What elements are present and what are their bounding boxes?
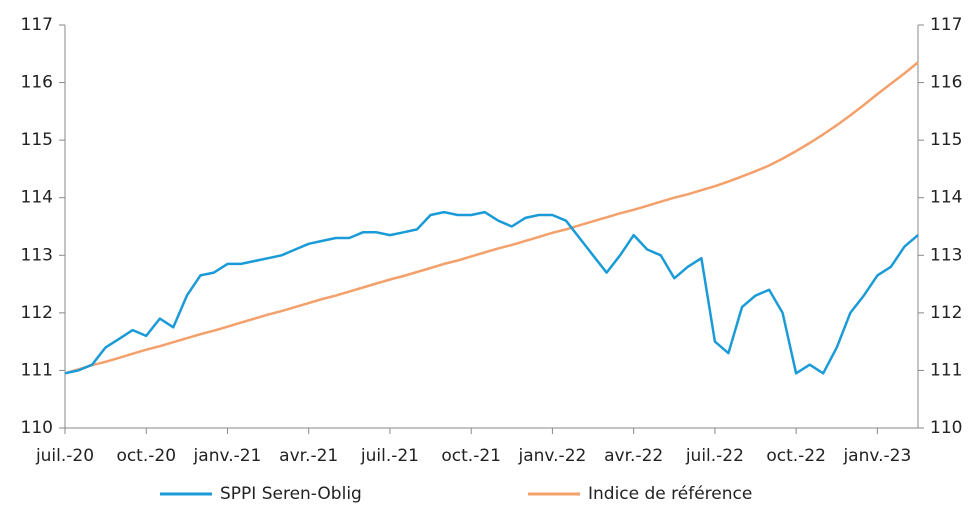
legend-label: SPPI Seren-Oblig bbox=[220, 484, 362, 504]
x-tick-label: oct.-22 bbox=[766, 446, 826, 466]
y2-tick-label: 116 bbox=[930, 73, 962, 93]
x-tick-label: janv.-22 bbox=[518, 446, 587, 466]
y2-tick-label: 112 bbox=[930, 303, 962, 323]
x-tick-label: oct.-21 bbox=[441, 446, 501, 466]
x-tick-label: avr.-22 bbox=[604, 446, 663, 466]
y-tick-label: 117 bbox=[21, 15, 53, 35]
x-tick-label: oct.-20 bbox=[116, 446, 176, 466]
x-tick-label: avr.-21 bbox=[279, 446, 338, 466]
y2-tick-label: 111 bbox=[930, 360, 962, 380]
x-tick-label: juil.-22 bbox=[685, 446, 744, 466]
y-tick-label: 114 bbox=[21, 188, 53, 208]
y-tick-label: 112 bbox=[21, 303, 53, 323]
y2-tick-label: 117 bbox=[930, 15, 962, 35]
y2-tick-label: 114 bbox=[930, 188, 962, 208]
x-tick-label: juil.-20 bbox=[35, 446, 94, 466]
series-line bbox=[64, 210, 919, 375]
legend-label: Indice de référence bbox=[588, 484, 752, 504]
y2-tick-label: 113 bbox=[930, 245, 962, 265]
y2-tick-label: 115 bbox=[930, 130, 962, 150]
y2-tick-label: 110 bbox=[930, 418, 962, 438]
series-line bbox=[64, 61, 919, 375]
y-tick-label: 113 bbox=[21, 245, 53, 265]
y-tick-label: 111 bbox=[21, 360, 53, 380]
x-tick-label: janv.-23 bbox=[842, 446, 911, 466]
y-tick-label: 116 bbox=[21, 73, 53, 93]
x-tick-label: juil.-21 bbox=[360, 446, 419, 466]
y-tick-label: 110 bbox=[21, 418, 53, 438]
y-tick-label: 115 bbox=[21, 130, 53, 150]
x-tick-label: janv.-21 bbox=[193, 446, 262, 466]
